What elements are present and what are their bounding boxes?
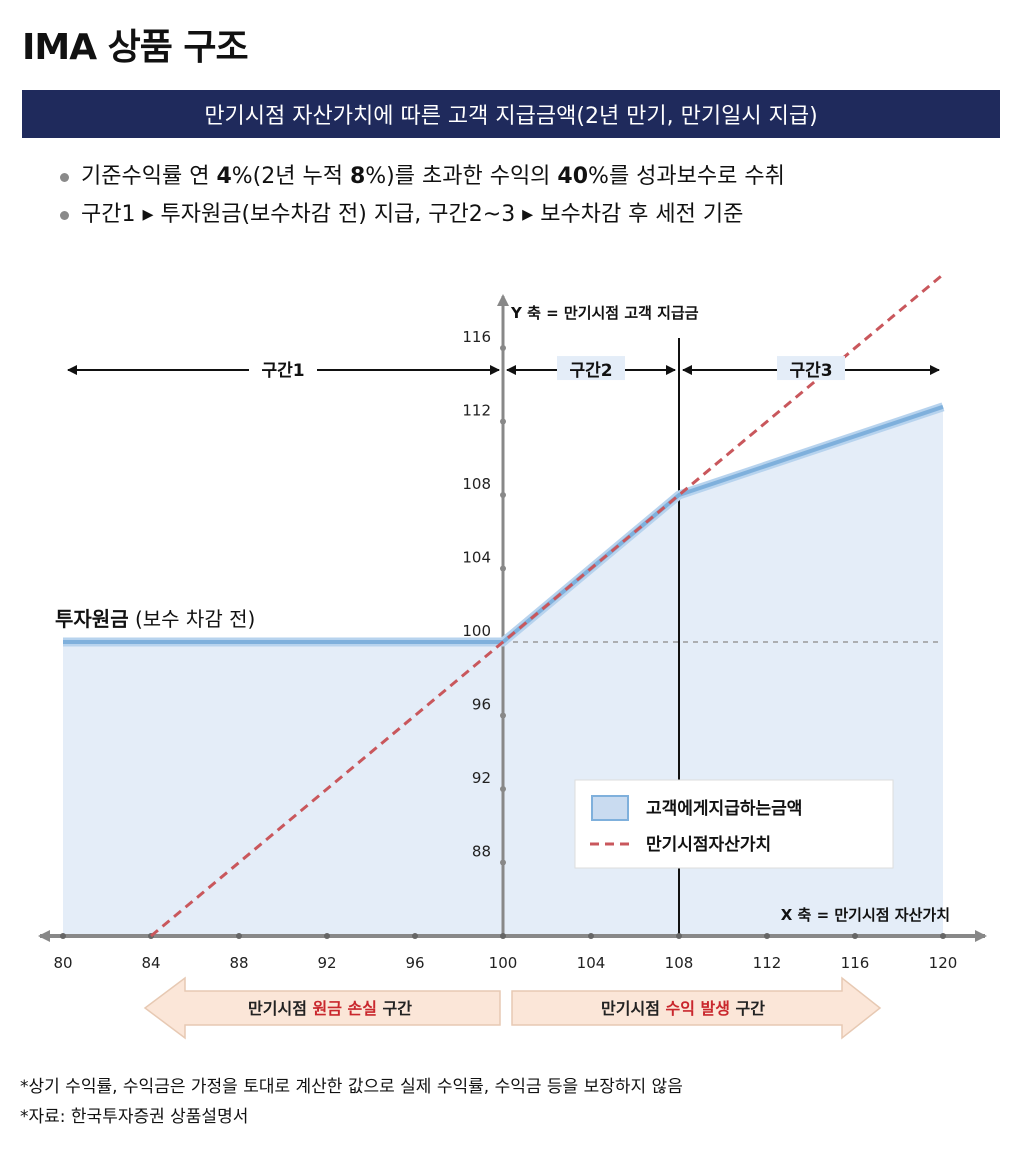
x-tick-label: 116 bbox=[841, 954, 870, 972]
x-tick-label: 88 bbox=[229, 954, 248, 972]
legend-label-area: 고객에게지급하는금액 bbox=[646, 799, 802, 819]
principal-label: 투자원금 (보수 차감 전) bbox=[55, 607, 255, 631]
bullet-part: %(2년 누적 bbox=[231, 164, 350, 189]
y-tick-label: 100 bbox=[462, 622, 491, 640]
section-label-bg bbox=[777, 356, 845, 381]
bullet-dot-icon bbox=[60, 172, 69, 182]
y-tick-label: 92 bbox=[472, 769, 491, 787]
loss-zone-arrow: 만기시점 원금 손실 구간 bbox=[143, 976, 501, 1040]
legend-label-dashed: 만기시점자산가치 bbox=[646, 835, 771, 855]
y-tick-label: 88 bbox=[472, 843, 491, 861]
x-tick-label: 120 bbox=[929, 954, 958, 972]
bullet-row-1: 기준수익률 연 4%(2년 누적 8%)를 초과한 수익의 40%를 성과보수로… bbox=[60, 158, 785, 196]
bullet-part: 기준수익률 연 bbox=[81, 164, 217, 189]
page-title: IMA 상품 구조 bbox=[22, 27, 249, 68]
y-tick-label: 104 bbox=[462, 549, 491, 567]
bullet-part: %를 성과보수로 수취 bbox=[588, 164, 785, 189]
profit-zone-arrow-label: 만기시점 수익 발생 구간 bbox=[601, 999, 765, 1018]
y-tick-mark bbox=[500, 859, 506, 866]
x-tick-mark bbox=[236, 933, 242, 939]
x-tick-label: 100 bbox=[489, 954, 518, 972]
bullet-list: 기준수익률 연 4%(2년 누적 8%)를 초과한 수익의 40%를 성과보수로… bbox=[60, 158, 785, 234]
section-label-bg bbox=[557, 356, 625, 381]
y-tick-mark bbox=[500, 418, 506, 425]
x-tick-mark bbox=[60, 933, 66, 939]
bullet-part-bold: 4 bbox=[216, 164, 232, 189]
y-tick-label: 96 bbox=[472, 696, 491, 714]
loss-zone-arrow-label: 만기시점 원금 손실 구간 bbox=[248, 999, 412, 1018]
x-tick-label: 84 bbox=[141, 954, 160, 972]
chart-banner: 만기시점 자산가치에 따른 고객 지급금액(2년 만기, 만기일시 지급) bbox=[22, 90, 1000, 138]
y-tick-mark bbox=[500, 492, 506, 498]
y-tick-mark bbox=[500, 786, 506, 792]
x-tick-mark bbox=[588, 933, 594, 939]
y-tick-mark bbox=[500, 565, 506, 572]
legend-box bbox=[574, 779, 894, 869]
bullet-part: %)를 초과한 수익의 bbox=[365, 164, 558, 189]
x-tick-mark bbox=[764, 933, 770, 939]
principal-label-bold: 투자원금 bbox=[55, 607, 129, 631]
asset-value-line bbox=[150, 273, 944, 938]
section-label: 구간3 bbox=[789, 361, 832, 381]
bullet-text-1: 기준수익률 연 4%(2년 누적 8%)를 초과한 수익의 40%를 성과보수로… bbox=[81, 158, 785, 196]
bullet-part-bold: 40 bbox=[557, 164, 589, 189]
x-tick-label: 108 bbox=[665, 954, 694, 972]
loss-zone-arrow-text-hl: 원금 손실 bbox=[312, 999, 376, 1018]
x-tick-label: 92 bbox=[317, 954, 336, 972]
x-tick-mark bbox=[324, 933, 330, 939]
y-axis-label: Y 축 = 만기시점 고객 지급금 bbox=[510, 304, 699, 322]
y-tick-mark bbox=[500, 712, 506, 719]
x-tick-mark bbox=[940, 933, 946, 939]
footnote-1: *상기 수익률, 수익금은 가정을 토대로 계산한 값으로 실제 수익률, 수익… bbox=[20, 1077, 683, 1097]
x-axis-label: X 축 = 만기시점 자산가치 bbox=[781, 906, 950, 924]
y-tick-mark bbox=[500, 345, 506, 351]
profit-zone-arrow-shape bbox=[511, 976, 882, 1040]
bullet-text-2: 구간1 ▸ 투자원금(보수차감 전) 지급, 구간2~3 ▸ 보수차감 후 세전… bbox=[81, 202, 744, 227]
legend-swatch-area bbox=[591, 795, 629, 821]
x-tick-label: 80 bbox=[53, 954, 72, 972]
section-label: 구간1 bbox=[261, 361, 304, 381]
profit-zone-arrow-text-hl: 수익 발생 bbox=[665, 999, 729, 1018]
x-tick-label: 112 bbox=[753, 954, 782, 972]
x-tick-mark bbox=[412, 933, 418, 939]
bullet-row-2: 구간1 ▸ 투자원금(보수차감 전) 지급, 구간2~3 ▸ 보수차감 후 세전… bbox=[60, 196, 785, 234]
profit-zone-arrow-text-pre: 만기시점 bbox=[601, 999, 665, 1018]
footnote-2: *자료: 한국투자증권 상품설명서 bbox=[20, 1107, 249, 1127]
section-label: 구간2 bbox=[569, 361, 612, 381]
loss-zone-arrow-text-pre: 만기시점 bbox=[248, 999, 312, 1018]
x-tick-mark bbox=[852, 933, 858, 939]
footnotes: *상기 수익률, 수익금은 가정을 토대로 계산한 값으로 실제 수익률, 수익… bbox=[20, 1072, 683, 1132]
payoff-chart: 88 92 96 100 104 108 112 116 Y 축 = 만기시점 고객 지급금 80… bbox=[38, 273, 987, 1040]
y-tick-label: 112 bbox=[462, 402, 491, 420]
bullet-dot-icon bbox=[60, 210, 69, 220]
y-tick-label: 108 bbox=[462, 475, 491, 493]
x-tick-label: 104 bbox=[577, 954, 606, 972]
loss-zone-arrow-shape bbox=[143, 976, 501, 1040]
x-tick-label: 96 bbox=[405, 954, 424, 972]
principal-label-note: (보수 차감 전) bbox=[129, 607, 256, 631]
section-label-bg bbox=[249, 356, 317, 381]
x-tick-mark bbox=[500, 933, 506, 939]
x-tick-mark bbox=[676, 933, 682, 939]
profit-zone-arrow-text-post: 구간 bbox=[730, 999, 765, 1018]
profit-zone-arrow: 만기시점 수익 발생 구간 bbox=[511, 976, 882, 1040]
bullet-part-bold: 8 bbox=[349, 164, 366, 189]
y-tick-label: 116 bbox=[462, 328, 491, 346]
loss-zone-arrow-text-post: 구간 bbox=[377, 999, 412, 1018]
